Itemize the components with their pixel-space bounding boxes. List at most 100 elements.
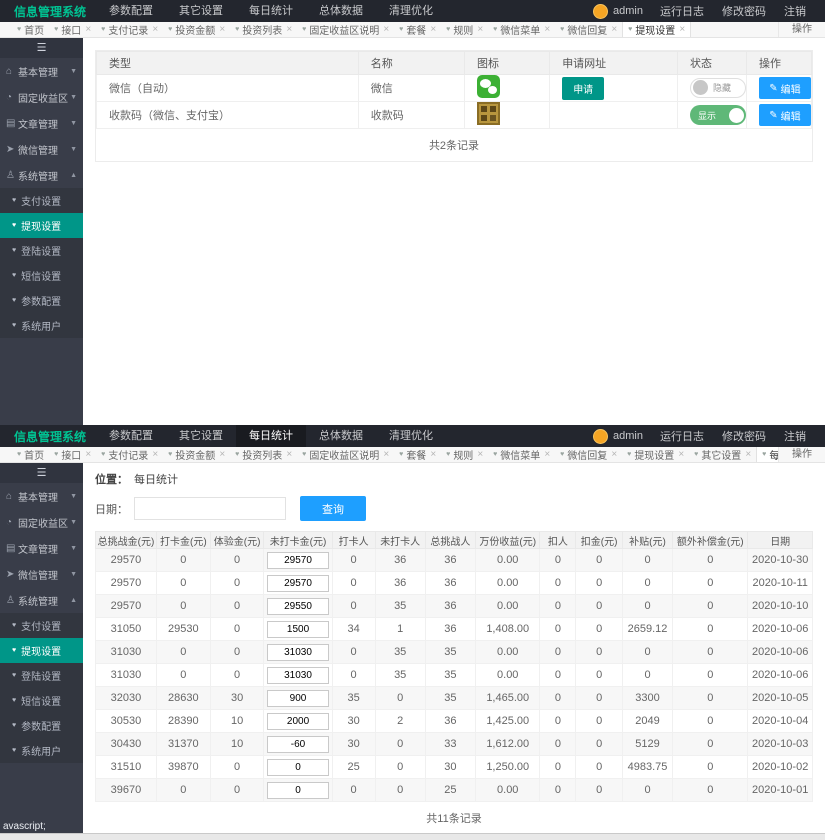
tab-operations-dropdown[interactable]: 操作 [778, 22, 825, 37]
sidebar-subitem[interactable]: ♥ 系统用户 [0, 738, 83, 763]
tab[interactable]: ♥ 微信回复 × [555, 447, 622, 462]
sidebar-subitem[interactable]: ♥ 支付设置 [0, 188, 83, 213]
missed-amount-input[interactable] [267, 620, 330, 638]
close-icon[interactable]: × [286, 449, 293, 460]
tab[interactable]: ♥ 支付记录 × [96, 447, 163, 462]
sidebar-subitem[interactable]: ♥ 支付设置 [0, 613, 83, 638]
sidebar-subitem[interactable]: ♥ 参数配置 [0, 713, 83, 738]
user-link[interactable]: 注销 [784, 431, 806, 443]
tab[interactable]: ♥ 投资金额 × [163, 22, 230, 37]
sidebar-subitem[interactable]: ♥ 参数配置 [0, 288, 83, 313]
tab[interactable]: ♥ 首页 [12, 447, 49, 462]
user-link[interactable]: 运行日志 [660, 431, 704, 443]
tab[interactable]: ♥ 投资列表 × [230, 22, 297, 37]
close-icon[interactable]: × [477, 449, 484, 460]
close-icon[interactable]: × [286, 24, 293, 35]
sidebar-group[interactable]: ⌂ 基本管理 ▼ [0, 483, 83, 509]
missed-amount-input[interactable] [267, 597, 330, 615]
sidebar-group[interactable]: ◔ 固定收益区 ▼ [0, 509, 83, 535]
nav-item[interactable]: 每日统计 [236, 425, 306, 447]
sidebar-subitem[interactable]: ♥ 提现设置 [0, 638, 83, 663]
tab[interactable]: ♥ 首页 [12, 22, 49, 37]
close-icon[interactable]: × [152, 449, 159, 460]
close-icon[interactable]: × [383, 24, 390, 35]
status-toggle[interactable]: 显示 [689, 105, 746, 125]
tab[interactable]: ♥ 固定收益区说明 × [297, 22, 394, 37]
sidebar-group[interactable]: ♙ 系统管理 ▲ [0, 587, 83, 613]
user-link[interactable]: 修改密码 [722, 6, 766, 18]
close-icon[interactable]: × [383, 449, 390, 460]
missed-amount-input[interactable] [267, 666, 330, 684]
tab[interactable]: ♥ 微信回复 × [555, 22, 622, 37]
close-icon[interactable]: × [544, 24, 551, 35]
close-icon[interactable]: × [678, 449, 685, 460]
nav-item[interactable]: 清理优化 [389, 430, 433, 442]
nav-item[interactable]: 总体数据 [319, 430, 363, 442]
close-icon[interactable]: × [85, 449, 92, 460]
missed-amount-input[interactable] [267, 574, 330, 592]
missed-amount-input[interactable] [267, 781, 330, 799]
tab[interactable]: ♥ 规则 × [441, 447, 488, 462]
tab-operations-dropdown[interactable]: 操作 [778, 447, 825, 462]
sidebar-group[interactable]: ◔ 固定收益区 ▼ [0, 84, 83, 110]
tab[interactable]: ♥ 微信菜单 × [488, 22, 555, 37]
close-icon[interactable]: × [430, 24, 437, 35]
nav-item[interactable]: 参数配置 [109, 430, 153, 442]
sidebar-group[interactable]: ➤ 微信管理 ▼ [0, 561, 83, 587]
nav-item[interactable]: 总体数据 [319, 5, 363, 17]
nav-item[interactable]: 参数配置 [109, 5, 153, 17]
tab[interactable]: ♥ 固定收益区说明 × [297, 447, 394, 462]
sidebar-group[interactable]: ▤ 文章管理 ▼ [0, 110, 83, 136]
sidebar-group[interactable]: ♙ 系统管理 ▲ [0, 162, 83, 188]
avatar[interactable] [593, 428, 609, 444]
tab[interactable]: ♥ 规则 × [441, 22, 488, 37]
sidebar-collapse-icon[interactable]: ☰ [0, 463, 83, 483]
close-icon[interactable]: × [679, 24, 686, 35]
edit-button[interactable]: ✎ 编辑 [758, 77, 811, 99]
nav-item[interactable]: 其它设置 [179, 430, 223, 442]
sidebar-subitem[interactable]: ♥ 提现设置 [0, 213, 83, 238]
sidebar-subitem[interactable]: ♥ 系统用户 [0, 313, 83, 338]
missed-amount-input[interactable] [267, 551, 330, 569]
tab[interactable]: ♥ 套餐 × [394, 447, 441, 462]
close-icon[interactable]: × [430, 449, 437, 460]
missed-amount-input[interactable] [267, 735, 330, 753]
missed-amount-input[interactable] [267, 689, 330, 707]
search-button[interactable]: 查询 [300, 496, 366, 521]
date-input[interactable] [134, 497, 286, 520]
tab[interactable]: ♥ 每日统计 × [756, 447, 778, 462]
close-icon[interactable]: × [85, 24, 92, 35]
missed-amount-input[interactable] [267, 758, 330, 776]
tab[interactable]: ♥ 提现设置 × [622, 447, 689, 462]
tab[interactable]: ♥ 接口 × [49, 447, 96, 462]
nav-item[interactable]: 清理优化 [389, 5, 433, 17]
tab[interactable]: ♥ 其它设置 × [689, 447, 756, 462]
apply-button[interactable]: 申请 [562, 76, 605, 100]
close-icon[interactable]: × [611, 449, 618, 460]
sidebar-subitem[interactable]: ♥ 短信设置 [0, 263, 83, 288]
status-toggle[interactable]: 隐藏 [689, 77, 746, 98]
user-link[interactable]: 修改密码 [722, 431, 766, 443]
user-link[interactable]: 注销 [784, 6, 806, 18]
close-icon[interactable]: × [152, 24, 159, 35]
avatar[interactable] [593, 3, 609, 19]
user-link[interactable]: 运行日志 [660, 6, 704, 18]
missed-amount-input[interactable] [267, 712, 330, 730]
sidebar-group[interactable]: ▤ 文章管理 ▼ [0, 535, 83, 561]
tab[interactable]: ♥ 支付记录 × [96, 22, 163, 37]
sidebar-collapse-icon[interactable]: ☰ [0, 38, 83, 58]
tab[interactable]: ♥ 套餐 × [394, 22, 441, 37]
edit-button[interactable]: ✎ 编辑 [758, 104, 811, 126]
close-icon[interactable]: × [745, 449, 752, 460]
nav-item[interactable]: 每日统计 [249, 5, 293, 17]
tab[interactable]: ♥ 提现设置 × [622, 22, 692, 37]
tab[interactable]: ♥ 投资列表 × [230, 447, 297, 462]
sidebar-subitem[interactable]: ♥ 登陆设置 [0, 663, 83, 688]
close-icon[interactable]: × [219, 449, 226, 460]
close-icon[interactable]: × [544, 449, 551, 460]
missed-amount-input[interactable] [267, 643, 330, 661]
close-icon[interactable]: × [611, 24, 618, 35]
tab[interactable]: ♥ 微信菜单 × [488, 447, 555, 462]
sidebar-group[interactable]: ⌂ 基本管理 ▼ [0, 58, 83, 84]
sidebar-subitem[interactable]: ♥ 登陆设置 [0, 238, 83, 263]
